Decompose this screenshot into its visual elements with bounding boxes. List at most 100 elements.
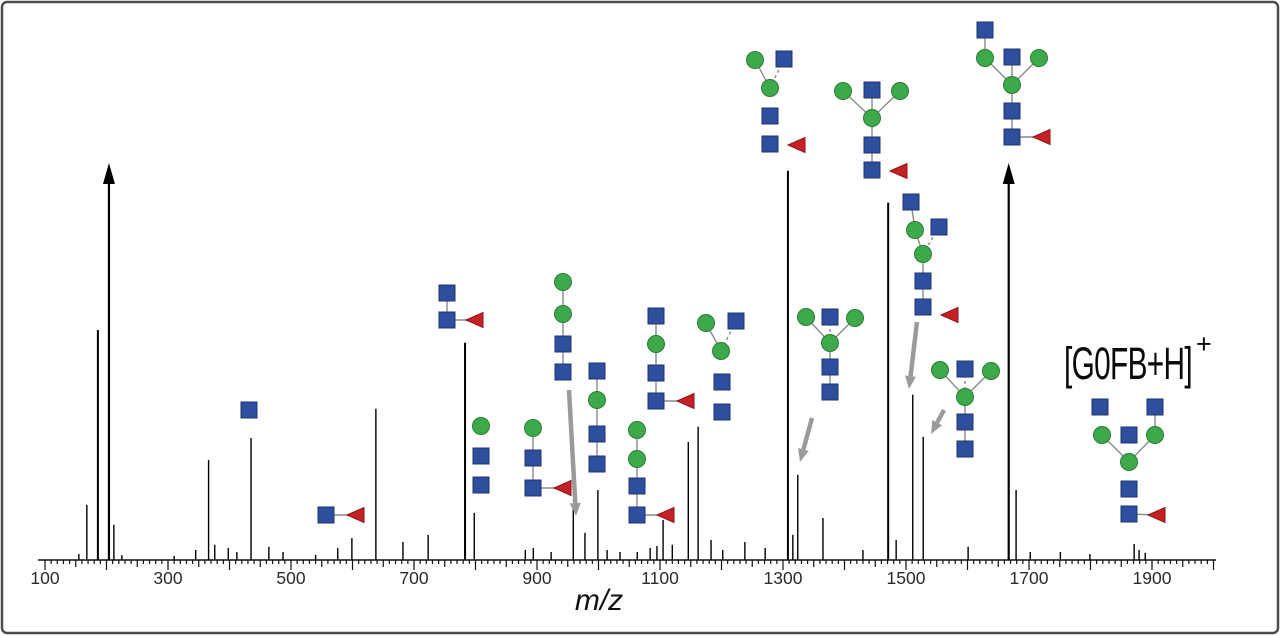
glcnac-square-icon <box>761 107 779 125</box>
glcnac-square-icon <box>1003 48 1021 66</box>
glcnac-square-icon <box>554 363 572 381</box>
mannose-circle-icon <box>628 421 646 439</box>
glcnac-square-icon <box>240 401 258 419</box>
fucose-triangle-icon <box>888 162 908 180</box>
axis-tick-label: 900 <box>522 568 551 588</box>
glycan-structure-annotation <box>438 284 484 329</box>
glycan-structure-annotation <box>902 193 959 389</box>
glycan-structure-annotation <box>472 417 490 494</box>
x-axis-title: m/z <box>575 584 623 617</box>
glcnac-square-icon <box>588 455 606 473</box>
fucose-triangle-icon <box>655 506 675 524</box>
mannose-circle-icon <box>554 273 572 291</box>
glcnac-square-icon <box>317 506 335 524</box>
glcnac-square-icon <box>713 403 731 421</box>
glcnac-square-icon <box>727 312 745 330</box>
glycan-structure-annotation <box>317 506 365 524</box>
fucose-triangle-icon <box>464 311 484 329</box>
precursor-ion-charge: + <box>1196 329 1212 359</box>
mannose-circle-icon <box>914 245 932 263</box>
pointer-arrow-head-icon <box>569 502 581 516</box>
glcnac-square-icon <box>713 373 731 391</box>
fucose-triangle-icon <box>345 506 365 524</box>
glcnac-square-icon <box>524 449 542 467</box>
glcnac-square-icon <box>438 284 456 302</box>
glcnac-square-icon <box>863 161 881 179</box>
glcnac-square-icon <box>1120 480 1138 498</box>
glcnac-square-icon <box>647 307 665 325</box>
fucose-triangle-icon <box>675 392 695 410</box>
mannose-circle-icon <box>1120 453 1138 471</box>
pointer-arrow-shaft <box>566 389 578 504</box>
mannose-circle-icon <box>761 79 779 97</box>
mannose-circle-icon <box>891 82 909 100</box>
glcnac-square-icon <box>902 193 920 211</box>
glcnac-square-icon <box>1003 102 1021 120</box>
mannose-circle-icon <box>834 82 852 100</box>
glycan-structure-annotation <box>524 419 572 497</box>
pointer-arrow-shaft <box>908 321 920 377</box>
mannose-circle-icon <box>797 308 815 326</box>
axis-tick-label: 1300 <box>764 568 803 588</box>
glcnac-square-icon <box>930 218 948 236</box>
mannose-circle-icon <box>746 51 764 69</box>
mannose-circle-icon <box>1030 49 1048 67</box>
glycan-structure-annotation <box>240 401 258 419</box>
glycan-structure-annotation <box>588 362 606 473</box>
glcnac-square-icon <box>821 358 839 376</box>
mannose-circle-icon <box>628 450 646 468</box>
x-axis: 100 300 500 700 900 1100 1300 1500 1700 1900 <box>30 559 1216 588</box>
mannose-circle-icon <box>554 305 572 323</box>
pointer-arrow-head-icon <box>798 448 809 462</box>
mannose-circle-icon <box>931 361 949 379</box>
glcnac-square-icon <box>588 362 606 380</box>
mannose-circle-icon <box>697 314 715 332</box>
glycan-structure-annotation <box>697 312 745 421</box>
fucose-triangle-icon <box>1031 128 1051 146</box>
fucose-triangle-icon <box>552 479 572 497</box>
glycan-structure-annotation <box>628 421 675 524</box>
glycan-annotations <box>240 21 1166 524</box>
mannose-circle-icon <box>976 49 994 67</box>
glcnac-square-icon <box>588 425 606 443</box>
mannose-circle-icon <box>1146 426 1164 444</box>
glcnac-square-icon <box>628 477 646 495</box>
axis-tick-label: 1500 <box>887 568 926 588</box>
mannose-circle-icon <box>863 109 881 127</box>
glcnac-square-icon <box>775 50 793 68</box>
axis-tick-label: 100 <box>30 568 59 588</box>
mannose-circle-icon <box>712 342 730 360</box>
glcnac-square-icon <box>956 440 974 458</box>
mannose-circle-icon <box>906 221 924 239</box>
fucose-triangle-icon <box>786 136 806 154</box>
glcnac-square-icon <box>1146 398 1164 416</box>
precursor-ion-label: [G0FB+H] <box>1064 338 1192 389</box>
mannose-circle-icon <box>821 334 839 352</box>
glcnac-square-icon <box>863 136 881 154</box>
glycan-structure-annotation <box>647 307 695 410</box>
glcnac-square-icon <box>761 135 779 153</box>
mannose-circle-icon <box>647 335 665 353</box>
mannose-circle-icon <box>472 417 490 435</box>
glcnac-square-icon <box>821 308 839 326</box>
glycan-structure-annotation <box>554 273 581 516</box>
mannose-circle-icon <box>846 309 864 327</box>
glcnac-square-icon <box>1120 426 1138 444</box>
glcnac-square-icon <box>914 298 932 316</box>
pointer-arrow-shaft <box>935 408 946 424</box>
mannose-circle-icon <box>588 391 606 409</box>
glcnac-square-icon <box>438 311 456 329</box>
axis-tick-label: 1100 <box>641 568 679 588</box>
glcnac-square-icon <box>554 335 572 353</box>
glcnac-square-icon <box>821 383 839 401</box>
glycan-structure-annotation <box>834 81 909 180</box>
glcnac-square-icon <box>914 272 932 290</box>
glcnac-square-icon <box>956 413 974 431</box>
mannose-circle-icon <box>524 419 542 437</box>
axis-tick-label: 300 <box>153 568 182 588</box>
mannose-circle-icon <box>1093 426 1111 444</box>
pointer-arrow-head-icon <box>931 419 943 434</box>
glycan-structure-annotation <box>746 50 806 154</box>
